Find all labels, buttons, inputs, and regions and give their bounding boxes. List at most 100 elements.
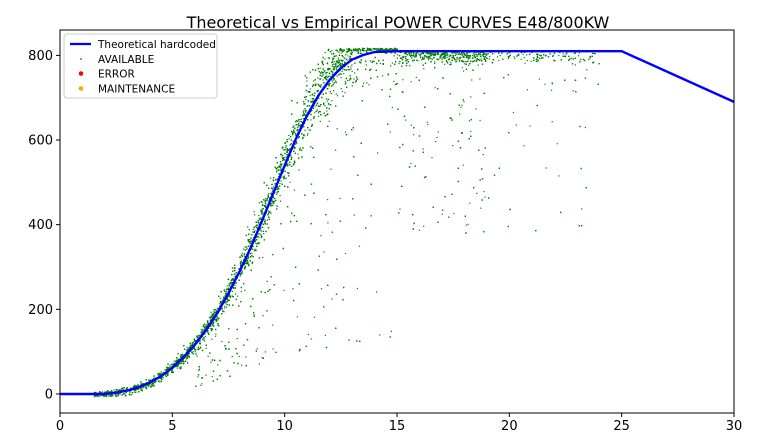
scatter-point-available (520, 58, 522, 60)
scatter-point-available (446, 57, 448, 59)
scatter-point-available (436, 136, 438, 138)
scatter-point-available (255, 242, 257, 244)
scatter-point-available (115, 394, 117, 396)
scatter-point-available (426, 57, 428, 59)
scatter-point-available (129, 392, 131, 394)
scatter-point-available (247, 256, 249, 258)
scatter-point-available (310, 119, 312, 121)
scatter-point-available (111, 389, 113, 392)
scatter-point-available (536, 55, 538, 57)
scatter-point-available (342, 49, 344, 51)
scatter-point-available (438, 53, 440, 55)
scatter-point-available (524, 62, 526, 64)
scatter-point-available (188, 346, 190, 349)
scatter-point-available (496, 56, 499, 58)
scatter-point-available (592, 52, 594, 54)
scatter-point-available (231, 356, 233, 358)
scatter-point-available (258, 215, 260, 217)
scatter-point-available (368, 84, 370, 86)
scatter-point-available (411, 55, 414, 57)
scatter-point-available (481, 54, 484, 56)
scatter-point-available (224, 295, 226, 297)
scatter-point-available (310, 110, 312, 112)
scatter-point-available (200, 328, 202, 330)
scatter-point-available (199, 339, 201, 341)
scatter-point-available (239, 261, 241, 263)
scatter-point-available (353, 214, 355, 216)
scatter-point-available (248, 265, 250, 267)
scatter-point-available (221, 302, 223, 304)
scatter-point-available (327, 77, 329, 79)
scatter-point-available (415, 76, 417, 78)
scatter-point-available (288, 138, 290, 140)
scatter-point-available (404, 52, 406, 55)
scatter-point-available (183, 362, 185, 364)
scatter-point-available (175, 365, 177, 367)
scatter-point-available (441, 53, 443, 55)
scatter-point-available (459, 58, 461, 60)
scatter-point-available (185, 358, 188, 360)
scatter-point-available (459, 113, 461, 115)
scatter-point-available (328, 120, 330, 122)
scatter-point-available (317, 112, 319, 114)
scatter-point-available (111, 393, 113, 396)
scatter-point-available (207, 331, 209, 333)
scatter-point-available (337, 62, 339, 64)
scatter-point-available (210, 311, 212, 313)
scatter-point-available (269, 177, 272, 179)
scatter-point-available (140, 387, 142, 389)
scatter-point-available (251, 252, 253, 254)
scatter-point-available (264, 222, 266, 224)
scatter-point-available (346, 59, 348, 61)
scatter-point-available (434, 61, 436, 63)
scatter-point-available (333, 55, 335, 57)
scatter-point-available (286, 150, 288, 152)
scatter-point-available (422, 148, 424, 150)
scatter-point-available (379, 334, 381, 336)
scatter-point-available (137, 385, 139, 387)
scatter-point-available (157, 375, 160, 377)
scatter-point-available (324, 334, 326, 336)
scatter-point-available (333, 90, 335, 92)
scatter-point-available (317, 77, 319, 79)
scatter-point-available (366, 82, 368, 84)
scatter-point-available (99, 395, 101, 397)
scatter-point-available (393, 55, 395, 57)
scatter-point-available (424, 56, 426, 58)
scatter-point-available (413, 134, 415, 136)
scatter-point-available (544, 83, 546, 85)
scatter-point-available (298, 119, 300, 121)
scatter-point-available (322, 79, 324, 81)
scatter-point-available (313, 99, 315, 101)
scatter-point-available (241, 252, 243, 254)
scatter-point-available (342, 59, 344, 61)
scatter-point-available (306, 134, 308, 136)
scatter-point-available (316, 109, 318, 111)
scatter-point-available (483, 57, 485, 59)
scatter-point-available (391, 62, 393, 64)
scatter-point-available (463, 70, 465, 72)
scatter-point-available (287, 163, 289, 165)
scatter-point-available (431, 54, 433, 56)
scatter-point-available (283, 177, 285, 179)
scatter-point-available (319, 120, 321, 122)
scatter-point-available (310, 338, 312, 340)
scatter-point-available (304, 111, 307, 113)
scatter-point-available (402, 79, 404, 81)
scatter-point-available (507, 55, 509, 57)
scatter-point-available (501, 52, 503, 55)
scatter-point-available (288, 134, 290, 137)
scatter-point-available (530, 60, 532, 62)
scatter-point-available (211, 376, 213, 378)
scatter-point-available (325, 98, 327, 100)
scatter-point-available (305, 111, 307, 113)
scatter-point-available (418, 229, 420, 231)
scatter-point-available (257, 233, 260, 235)
scatter-point-available (248, 257, 250, 259)
scatter-point-available (192, 344, 194, 346)
scatter-point-available (180, 356, 182, 358)
scatter-point-available (210, 361, 212, 363)
scatter-point-available (415, 53, 417, 55)
scatter-point-available (551, 89, 553, 91)
scatter-point-available (159, 381, 161, 383)
